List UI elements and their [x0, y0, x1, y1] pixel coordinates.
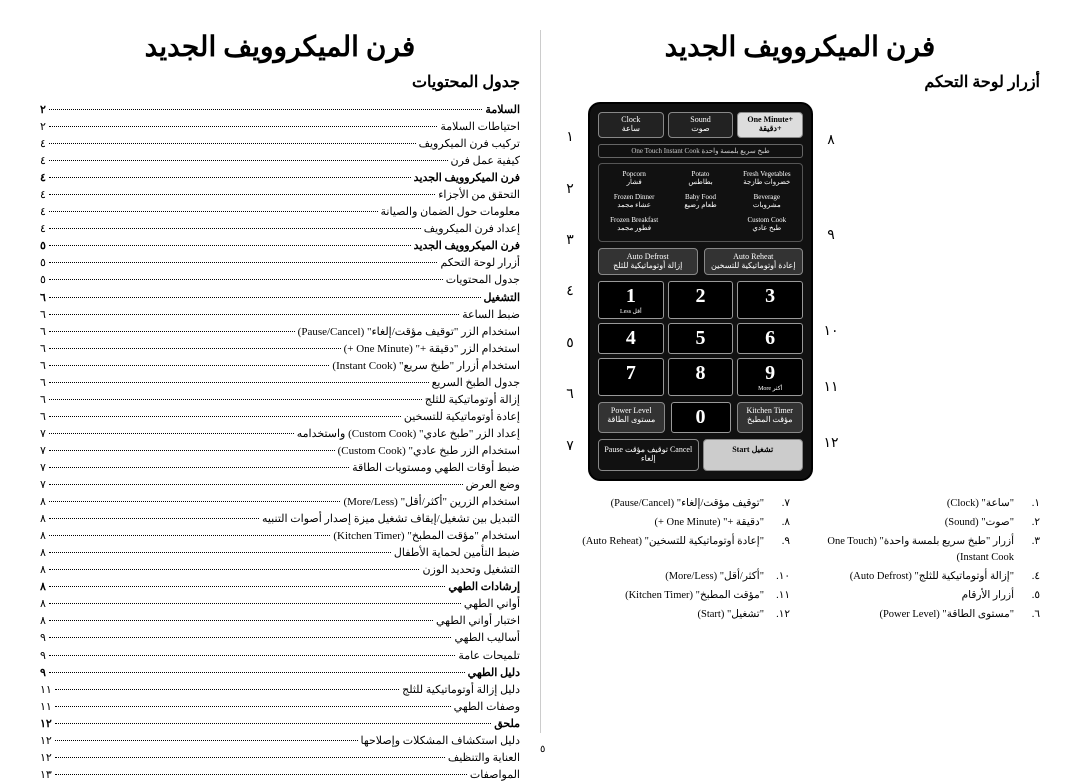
toc-row: تركيب فرن الميكرويف٤ [40, 136, 520, 153]
toc-row: التحقق من الأجزاء٤ [40, 187, 520, 204]
toc-row: وضع العرض٧ [40, 477, 520, 494]
toc-row: ضبط أوقات الطهي ومستويات الطاقة٧ [40, 460, 520, 477]
title-left: فرن الميكروويف الجديد [40, 30, 520, 64]
toc-row: استخدام أزرار "طبخ سريع" (Instant Cook)٦ [40, 358, 520, 375]
toc-row: جدول المحتويات٥ [40, 272, 520, 289]
toc-row: أزرار لوحة التحكم٥ [40, 255, 520, 272]
toc-row: ضبط التأمين لحماية الأطفال٨ [40, 545, 520, 562]
microwave-panel: ClockساعةSoundصوتOne Minute+دقيقة+One To… [588, 102, 813, 481]
toc-row: ملحق١٢ [40, 716, 520, 733]
subtitle-right: أزرار لوحة التحكم [560, 72, 1040, 92]
toc-row: استخدام الزرين "أكثر/أقل" (More/Less)٨ [40, 494, 520, 511]
toc-row: إرشادات الطهي٨ [40, 579, 520, 596]
toc-row: دليل الطهي٩ [40, 665, 520, 682]
toc-row: دليل إزالة أوتوماتيكية للثلج١١ [40, 682, 520, 699]
toc-row: استخدام "مؤقت المطبخ" (Kitchen Timer)٨ [40, 528, 520, 545]
toc-row: اختبار أواني الطهي٨ [40, 613, 520, 630]
toc-row: أواني الطهي٨ [40, 596, 520, 613]
callouts-right: ٨٩١٠١١١٢ [821, 102, 841, 472]
table-of-contents: السلامة٢احتياطات السلامة٢تركيب فرن الميك… [40, 102, 520, 784]
toc-row: إعداد الزر "طبخ عادي" (Custom Cook) واست… [40, 426, 520, 443]
toc-row: إزالة أوتوماتيكية للثلج٦ [40, 392, 520, 409]
toc-row: تلميحات عامة٩ [40, 648, 520, 665]
toc-row: استخدام الزر "توقيف مؤقت/إلغاء" (Pause/C… [40, 324, 520, 341]
toc-row: ضبط الساعة٦ [40, 307, 520, 324]
subtitle-left: جدول المحتويات [40, 72, 520, 92]
toc-row: معلومات حول الضمان والصيانة٤ [40, 204, 520, 221]
callouts-left: ١٢٣٤٥٦٧ [560, 102, 580, 472]
toc-row: إعادة أوتوماتيكية للتسخين٦ [40, 409, 520, 426]
toc-row: التشغيل وتحديد الوزن٨ [40, 562, 520, 579]
title-right: فرن الميكروويف الجديد [560, 30, 1040, 64]
toc-row: السلامة٢ [40, 102, 520, 119]
toc-row: دليل استكشاف المشكلات وإصلاحها١٢ [40, 733, 520, 750]
toc-row: كيفية عمل فرن٤ [40, 153, 520, 170]
toc-row: استخدام الزر طبخ عادي" (Custom Cook)٧ [40, 443, 520, 460]
toc-row: استخدام الزر "دقيقة +" (One Minute +)٦ [40, 341, 520, 358]
toc-row: إعداد فرن الميكرويف٤ [40, 221, 520, 238]
panel-legend: ١."ساعة" (Clock)٧."توقيف مؤقت/إلغاء" (Pa… [560, 496, 1040, 624]
toc-row: وصفات الطهي١١ [40, 699, 520, 716]
toc-row: فرن الميكروويف الجديد٥ [40, 238, 520, 255]
toc-row: فرن الميكروويف الجديد٤ [40, 170, 520, 187]
toc-row: جدول الطبخ السريع٦ [40, 375, 520, 392]
toc-row: العناية والتنظيف١٢ [40, 750, 520, 767]
control-panel-diagram: ١٢٣٤٥٦٧ ClockساعةSoundصوتOne Minute+دقيق… [560, 102, 1040, 481]
toc-row: التشغيل٦ [40, 290, 520, 307]
toc-row: التبديل بين تشغيل/إيقاف تشغيل ميزة إصدار… [40, 511, 520, 528]
toc-row: أساليب الطهي٩ [40, 630, 520, 647]
toc-row: احتياطات السلامة٢ [40, 119, 520, 136]
toc-row: المواصفات١٣ [40, 767, 520, 784]
page-number: ٥ [540, 744, 545, 755]
page-divider [540, 30, 541, 733]
